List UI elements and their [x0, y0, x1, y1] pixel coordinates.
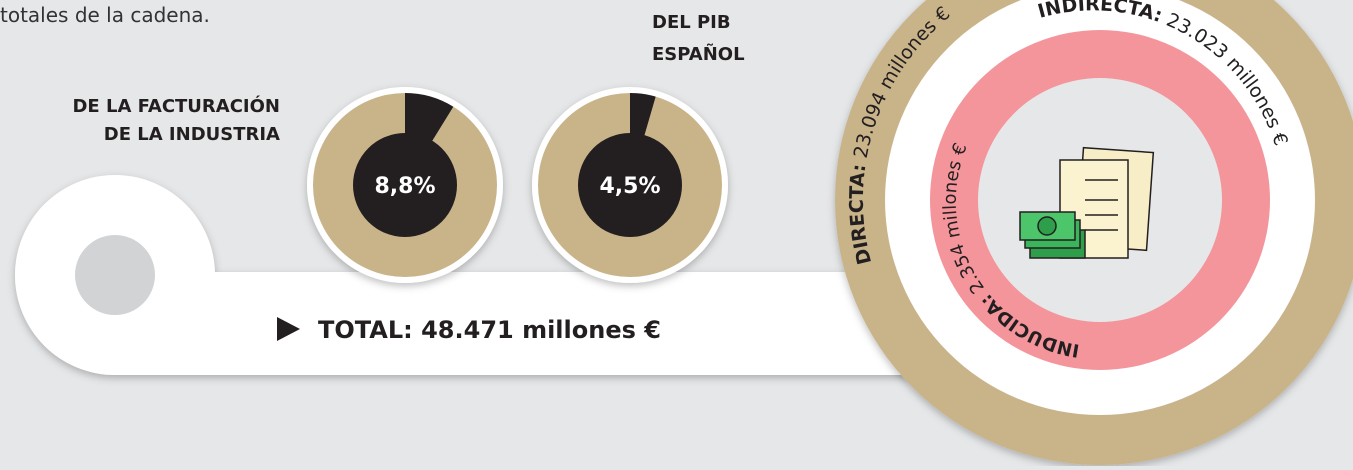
infographic: totales de la cadena. TOTAL: 48.471 mill…: [0, 0, 1353, 466]
donut-title: DE LA FACTURACIÓN: [72, 95, 280, 117]
donut-label: 4,5%: [599, 174, 660, 199]
donut-label: 8,8%: [374, 174, 435, 199]
intro-text: totales de la cadena.: [0, 3, 210, 27]
donut-title: DEL PIB: [652, 12, 731, 33]
donut-title: DE LA INDUSTRIA: [104, 124, 280, 145]
donuts: 8,8% 4,5%: [307, 87, 728, 283]
donut-title: ESPAÑOL: [652, 42, 745, 65]
band-dot: [75, 235, 155, 315]
page: totales de la cadena. TOTAL: 48.471 mill…: [0, 0, 1353, 466]
total-text: TOTAL: 48.471 millones €: [318, 316, 661, 344]
